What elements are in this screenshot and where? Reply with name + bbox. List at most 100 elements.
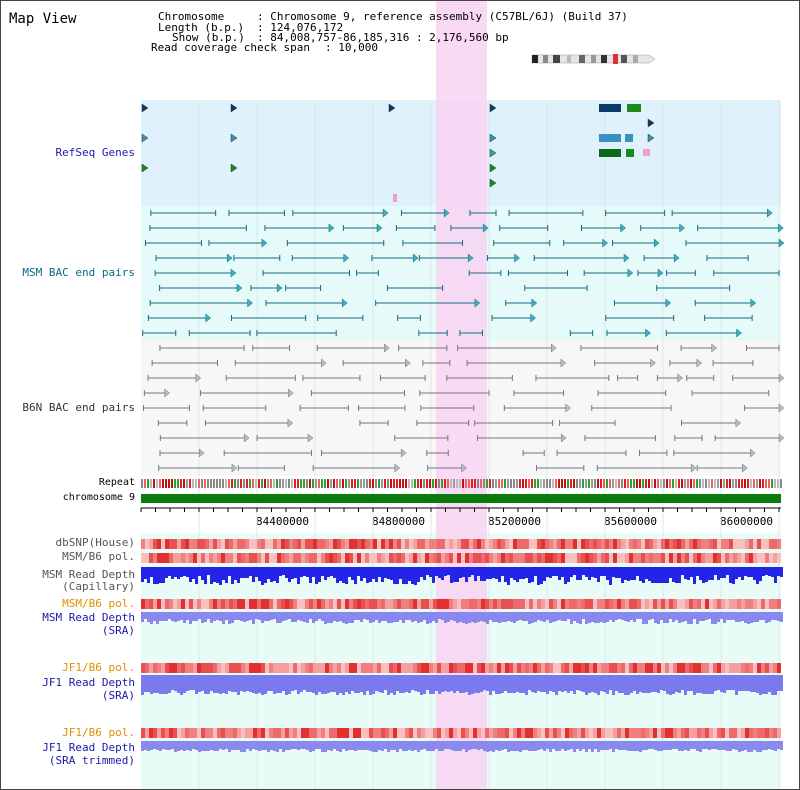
depth-bar <box>246 567 249 578</box>
depth-bar <box>216 741 219 751</box>
heat-cell <box>621 728 625 738</box>
repeat-mark <box>498 479 500 488</box>
heat-cell <box>337 728 341 738</box>
repeat-mark <box>369 479 371 488</box>
depth-bar <box>645 612 648 624</box>
depth-bar <box>594 675 597 693</box>
heat-cell <box>153 553 157 563</box>
depth-bar <box>669 612 672 619</box>
heat-cell <box>333 663 337 673</box>
refseq-genes-label: RefSeq Genes <box>55 146 135 159</box>
selection-highlight[interactable] <box>436 1 487 789</box>
depth-bar <box>222 741 225 750</box>
repeat-mark <box>279 479 281 488</box>
gene-glyph <box>141 133 149 143</box>
depth-bar <box>282 741 285 752</box>
depth-bar <box>444 741 447 749</box>
depth-bar <box>288 567 291 582</box>
heat-cell <box>165 553 169 563</box>
heat-cell <box>181 728 185 738</box>
heat-cell <box>477 553 481 563</box>
heat-cell <box>181 539 185 549</box>
heat-cell <box>385 728 389 738</box>
depth-bar <box>249 567 252 576</box>
repeat-mark <box>726 479 728 488</box>
heat-cell <box>269 553 273 563</box>
depth-bar <box>447 612 450 622</box>
depth-bar <box>468 675 471 695</box>
heat-cell <box>621 553 625 563</box>
heat-cell <box>405 728 409 738</box>
repeat-mark <box>234 479 236 488</box>
depth-bar <box>555 612 558 621</box>
depth-bar <box>624 741 627 750</box>
heat-cell <box>349 728 353 738</box>
heat-cell <box>301 728 305 738</box>
heat-cell <box>341 539 345 549</box>
heat-cell <box>773 553 777 563</box>
repeat-mark <box>519 479 521 488</box>
depth-bar <box>180 567 183 577</box>
heat-cell <box>365 663 369 673</box>
heat-cell <box>609 599 613 609</box>
depth-bar <box>690 741 693 749</box>
depth-bar <box>150 675 153 694</box>
depth-bar <box>300 675 303 692</box>
depth-bar <box>174 741 177 752</box>
depth-bar <box>549 741 552 752</box>
heat-cell <box>453 599 457 609</box>
heat-cell <box>393 539 397 549</box>
msm-depth-sra-label-2: (SRA) <box>101 624 135 637</box>
heat-cell <box>713 599 717 609</box>
depth-bar <box>516 612 519 621</box>
depth-bar <box>525 741 528 750</box>
repeat-mark <box>462 479 464 488</box>
bac-end-glyph <box>382 208 389 218</box>
depth-bar <box>297 741 300 750</box>
depth-bar <box>411 567 414 584</box>
repeat-mark <box>720 479 722 488</box>
depth-bar <box>567 741 570 750</box>
heat-cell <box>365 553 369 563</box>
heat-cell <box>385 553 389 563</box>
depth-bar <box>459 675 462 693</box>
depth-bar <box>459 567 462 578</box>
heat-cell <box>589 663 593 673</box>
depth-bar <box>300 567 303 577</box>
heat-cell <box>281 599 285 609</box>
repeat-label: Repeat <box>98 477 135 488</box>
heat-cell <box>637 728 641 738</box>
heat-cell <box>413 599 417 609</box>
heat-cell <box>473 553 477 563</box>
heat-cell <box>545 539 549 549</box>
heat-cell <box>709 539 713 549</box>
depth-bar <box>384 741 387 749</box>
heat-cell <box>437 599 441 609</box>
depth-bar <box>552 567 555 576</box>
depth-bar <box>249 741 252 751</box>
repeat-mark <box>213 479 215 488</box>
depth-bar <box>771 612 774 620</box>
heat-cell <box>493 553 497 563</box>
depth-bar <box>750 675 753 692</box>
heat-cell <box>317 728 321 738</box>
depth-bar <box>300 741 303 749</box>
depth-bar <box>756 567 759 584</box>
heat-cell <box>737 539 741 549</box>
heat-cell <box>745 539 749 549</box>
repeat-mark <box>162 479 164 488</box>
depth-bar <box>570 567 573 577</box>
heat-cell <box>661 553 665 563</box>
heat-cell <box>381 663 385 673</box>
chromosome-ideogram[interactable] <box>529 53 659 65</box>
depth-bar <box>708 612 711 619</box>
bac-end-glyph <box>690 463 697 473</box>
gene-block <box>626 149 634 157</box>
depth-bar <box>558 741 561 751</box>
depth-bar <box>426 612 429 624</box>
depth-bar <box>318 741 321 749</box>
heat-cell <box>449 599 453 609</box>
heat-cell <box>433 599 437 609</box>
heat-cell <box>733 539 737 549</box>
